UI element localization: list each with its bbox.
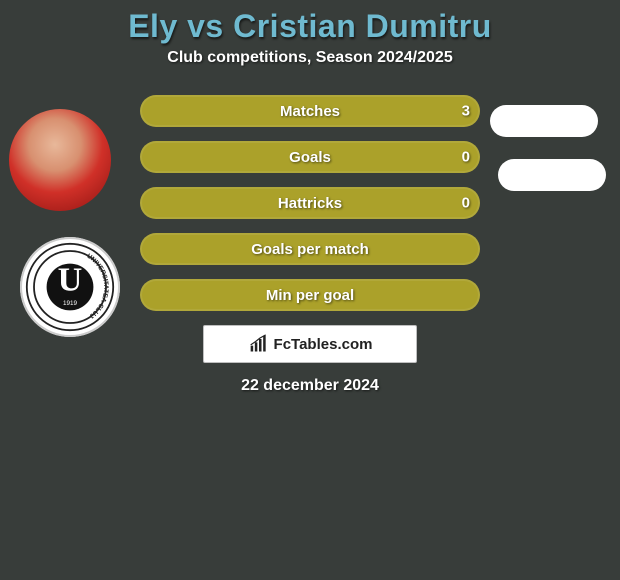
date-text: 22 december 2024 bbox=[0, 377, 620, 395]
metric-rows: Matches 3 Goals 0 Hattricks 0 Goals per … bbox=[140, 95, 480, 311]
metric-label: Goals per match bbox=[251, 241, 369, 258]
metric-value-left: 0 bbox=[462, 195, 470, 212]
metric-label: Matches bbox=[280, 103, 340, 120]
right-pill-matches bbox=[490, 105, 598, 137]
metric-value-left: 3 bbox=[462, 103, 470, 120]
club-crest-icon: U 1919 UNIVERSITATEA CLUJ bbox=[25, 242, 115, 332]
crest-letter: U bbox=[58, 262, 83, 299]
page-title: Ely vs Cristian Dumitru bbox=[0, 0, 620, 49]
club-crest: U 1919 UNIVERSITATEA CLUJ bbox=[20, 237, 120, 337]
subtitle: Club competitions, Season 2024/2025 bbox=[0, 49, 620, 95]
metric-row-gpm: Goals per match bbox=[140, 233, 480, 265]
metric-row-hattricks: Hattricks 0 bbox=[140, 187, 480, 219]
metric-value-left: 0 bbox=[462, 149, 470, 166]
metric-row-mpg: Min per goal bbox=[140, 279, 480, 311]
metric-label: Goals bbox=[289, 149, 331, 166]
watermark: FcTables.com bbox=[203, 325, 417, 363]
metric-row-matches: Matches 3 bbox=[140, 95, 480, 127]
right-pill-goals bbox=[498, 159, 606, 191]
player-avatar bbox=[9, 109, 111, 211]
comparison-chart: U 1919 UNIVERSITATEA CLUJ Matches 3 Goal… bbox=[0, 95, 620, 395]
bar-chart-icon bbox=[248, 334, 270, 354]
metric-row-goals: Goals 0 bbox=[140, 141, 480, 173]
crest-year: 1919 bbox=[63, 300, 78, 307]
watermark-text: FcTables.com bbox=[274, 336, 373, 353]
metric-label: Min per goal bbox=[266, 287, 354, 304]
metric-label: Hattricks bbox=[278, 195, 342, 212]
